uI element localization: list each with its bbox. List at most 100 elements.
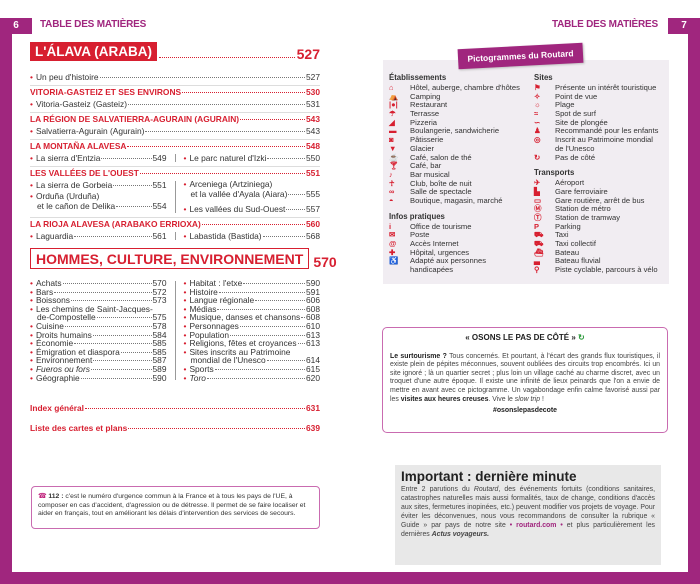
pictogram-label: Hôpital, urgences [410, 247, 470, 257]
toc-entry[interactable]: • Bars 572 [30, 286, 167, 297]
toc-entry[interactable]: • Les vallées du Sud-Ouest 557 [184, 203, 321, 215]
pictogram-label: Accès Internet [410, 239, 459, 248]
chapter-alava[interactable]: L'ÁLAVA (ARABA) 527 [30, 42, 320, 61]
toc-entry[interactable]: • Toro 620 [184, 373, 321, 383]
section-heading[interactable]: LA RIOJA ALAVESA (ARABAKO ERRIOXA) 560 [30, 217, 320, 230]
toc-entry[interactable]: • Personnages 610 [184, 322, 321, 331]
toc-entry-page: 615 [306, 363, 320, 374]
toc-entry-label: Musique, danses et chansons [189, 312, 301, 323]
dot-leader [80, 377, 152, 379]
toc-entry[interactable]: • La sierra de Gorbeia 551 [30, 179, 167, 191]
toc-entry[interactable]: • Économie 585 [30, 339, 167, 348]
bullet-icon: • [30, 363, 33, 374]
toc-entry[interactable]: • Habitat : l'etxe 590 [184, 279, 321, 288]
club-icon: ☥ [389, 178, 395, 188]
toc-entry-line: • Arceniega (Artziniega) [184, 179, 321, 189]
toc-entry-page: 572 [152, 286, 167, 297]
toc-entry[interactable]: • Langue régionale 606 [184, 296, 321, 305]
bullet-icon: • [30, 72, 33, 82]
toc-entry[interactable]: • Sites inscrits au Patrimoine mondial de … [183, 346, 321, 365]
section-heading[interactable]: LA RÉGION DE SALVATIERRA-AGURAIN (AGURAI… [30, 112, 320, 125]
toc-entry[interactable]: • Orduña (Urduña) et le cañon de Delika 554 [30, 191, 167, 215]
section-heading[interactable]: VITORIA-GASTEIZ ET SES ENVIRONS 530 [30, 85, 320, 98]
music-icon: ♪ [389, 169, 393, 179]
toc-entry[interactable]: • Sports 615 [184, 365, 321, 374]
toc-entry[interactable]: • Labastida (Bastida) 568 [184, 230, 321, 242]
dot-leader [99, 77, 306, 78]
toc-entry-page: 591 [306, 286, 320, 297]
toc-entry-page: 570 [152, 278, 167, 288]
section-heading-page: 551 [306, 168, 320, 178]
toc-entry[interactable]: • Musique, danses et chansons 608 [184, 313, 321, 322]
pictogram-label: Adapté aux personnes handicapées [410, 256, 486, 275]
toc-entry[interactable]: • Environnement 587 [30, 356, 167, 365]
section-heading-page: 548 [306, 141, 320, 151]
hotel-icon: ⌂ [389, 83, 394, 92]
toc-entry-page: 587 [152, 355, 167, 366]
toc-entry[interactable]: • Boissons 573 [30, 296, 167, 305]
toc-entry-page: 575 [152, 312, 167, 323]
pictogram-item: ✚ Hôpital, urgences [389, 247, 529, 258]
chapter-hommes[interactable]: HOMMES, CULTURE, ENVIRONNEMENT 570 [30, 248, 337, 269]
routard-link[interactable]: • routard.com • [509, 521, 563, 529]
toc-entry-page: 551 [152, 180, 167, 190]
toc-entry-line: • Population 613 [183, 329, 321, 340]
section-heading[interactable]: LA MONTAÑA ALAVESA 548 [30, 139, 320, 152]
toc-entry[interactable]: • Population 613 [183, 329, 321, 340]
toc-entry[interactable]: • Arceniega (Artziniega) et la vallée d'Ay… [184, 179, 321, 203]
bullet-icon: • [183, 346, 187, 357]
toc-closing-entry[interactable]: Index général 631 [30, 402, 320, 414]
dot-leader [243, 283, 306, 284]
right-running-title: TABLE DES MATIÈRES [551, 19, 658, 30]
toc-entry[interactable]: • Émigration et diaspora 585 [30, 348, 167, 357]
section-page: 527 [296, 46, 320, 62]
two-column-entries: • La sierra d'Entzia 549 • Le parc naturel d… [30, 152, 320, 164]
bullet-icon: • [183, 363, 187, 374]
dot-leader [240, 119, 306, 120]
pictogram-label: Présente un intérêt touristique [555, 83, 657, 92]
toc-entry-page: 631 [306, 403, 320, 414]
pictogram-label: Café, bar [410, 161, 442, 171]
section-heading-label: VITORIA-GASTEIZ ET SES ENVIRONS [30, 87, 182, 97]
toc-entry[interactable]: • Cuisine 578 [30, 322, 167, 331]
pictograms-panel: Établissements ⌂ Hôtel, auberge, chambre d… [383, 60, 669, 284]
dot-leader [74, 343, 152, 345]
pictogram-item: ☼ Plage [534, 101, 668, 110]
toc-entry[interactable]: • Histoire 591 [184, 286, 321, 297]
toc-entry[interactable]: • Les chemins de Saint-Jacques-de-Compost… [30, 304, 167, 323]
pictogram-item: @ Accès Internet [389, 239, 529, 249]
pictogram-item: P Parking [534, 222, 668, 232]
toc-entry[interactable]: • Géographie 590 [30, 373, 167, 383]
toc-entry[interactable]: • Le parc naturel d'Izki 550 [184, 152, 321, 164]
dot-leader [201, 224, 306, 225]
toc-entry[interactable]: • Laguardia 561 [30, 230, 167, 242]
pictogram-group-title: Transports [534, 168, 575, 178]
osons-body: Le surtourisme ? Tous concernés. Et pour… [390, 352, 660, 403]
toc-entry[interactable]: • Fueros ou fors 589 [30, 365, 167, 374]
toc-entry[interactable]: • Religions, fêtes et croyances 613 [184, 339, 321, 348]
viewpoint-icon: ✧ [534, 91, 541, 101]
toc-entry-label: Population [189, 329, 230, 340]
toc-entry[interactable]: • Salvatierra-Agurain (Agurain) 543 [30, 125, 320, 137]
toc-entry[interactable]: • Vitoria-Gasteiz (Gasteiz) 531 [30, 98, 320, 110]
dot-leader [113, 185, 152, 186]
toc-entry[interactable]: • Un peu d'histoire 527 [30, 71, 320, 83]
toc-entry[interactable]: • La sierra d'Entzia 549 [30, 152, 167, 164]
toc-entry-line: • Laguardia 561 [30, 230, 167, 242]
toc-closing-entry[interactable]: Liste des cartes et plans 639 [30, 422, 320, 434]
pictogram-item: ◎ Inscrit au Patrimoine mondial de l'Unesc… [534, 135, 668, 153]
bullet-icon: • [30, 278, 33, 288]
toc-entry[interactable]: • Achats 570 [30, 279, 167, 288]
toc-entry-page: 549 [152, 153, 167, 163]
right-page-number: 7 [668, 18, 700, 34]
toc-entry[interactable]: • Médias 608 [184, 305, 321, 314]
toc-entry-page: 639 [306, 423, 320, 434]
toc-entry-page: 555 [306, 189, 320, 199]
pictogram-label: Pizzeria [410, 117, 438, 127]
toc-entry[interactable]: • Droits humains 584 [30, 330, 167, 340]
toc-entry-page: 585 [152, 338, 167, 349]
bullet-icon: • [183, 329, 187, 340]
toc-entry-label: Labastida (Bastida) [189, 231, 262, 241]
river-boat-icon: ▃ [534, 256, 540, 266]
section-heading[interactable]: LES VALLÉES DE L'OUEST 551 [30, 166, 320, 179]
